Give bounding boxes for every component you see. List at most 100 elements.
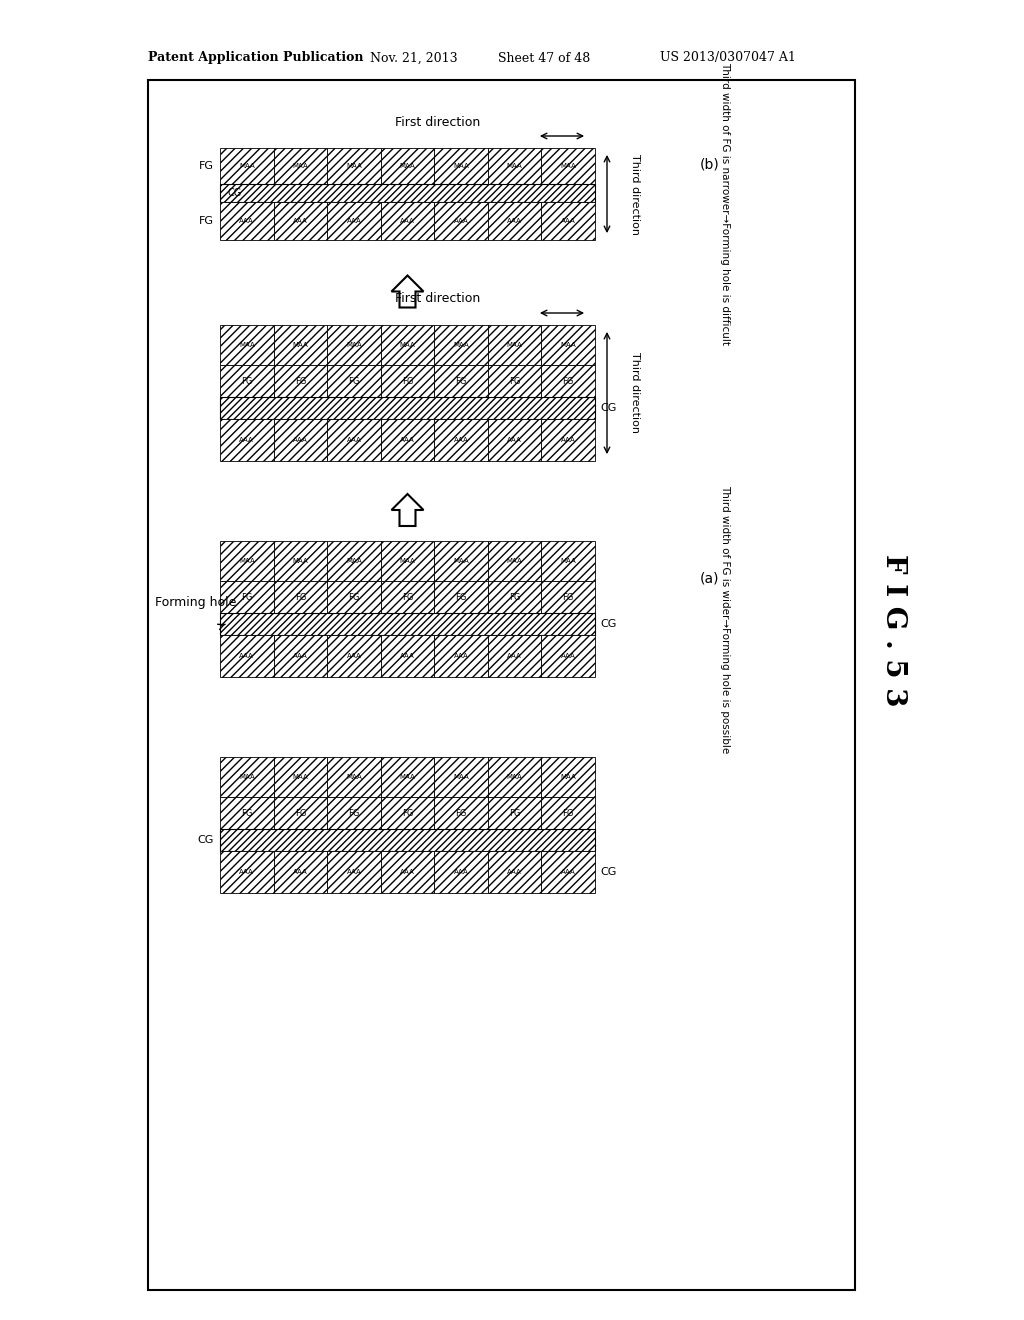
Text: Forming hole: Forming hole xyxy=(155,597,237,609)
Text: FG: FG xyxy=(456,593,467,602)
Text: F I G . 5 3: F I G . 5 3 xyxy=(880,554,907,706)
Text: FG: FG xyxy=(562,808,573,817)
Text: CG: CG xyxy=(600,403,616,413)
Bar xyxy=(327,581,381,612)
Bar xyxy=(327,148,381,183)
Text: Third width of FG is narrower→Forming hole is difficult: Third width of FG is narrower→Forming ho… xyxy=(720,62,730,346)
Text: First direction: First direction xyxy=(395,116,480,128)
Bar xyxy=(434,851,487,894)
Text: MAA: MAA xyxy=(560,774,577,780)
Bar xyxy=(220,366,273,397)
Text: FG: FG xyxy=(509,808,520,817)
Bar xyxy=(327,851,381,894)
Bar xyxy=(487,325,542,366)
Bar xyxy=(381,148,434,183)
Bar xyxy=(381,635,434,677)
Text: MAA: MAA xyxy=(454,774,469,780)
Text: AAA: AAA xyxy=(293,653,308,659)
Bar xyxy=(220,756,273,797)
Text: AAA: AAA xyxy=(346,653,361,659)
Bar xyxy=(487,202,542,240)
Bar xyxy=(487,635,542,677)
Bar xyxy=(273,541,327,581)
Bar xyxy=(220,325,273,366)
Bar xyxy=(273,202,327,240)
Text: MAA: MAA xyxy=(239,774,255,780)
Text: AAA: AAA xyxy=(400,218,415,224)
Bar xyxy=(220,183,595,202)
Text: FG: FG xyxy=(456,376,467,385)
Text: MAA: MAA xyxy=(346,774,361,780)
Text: Patent Application Publication: Patent Application Publication xyxy=(148,51,364,65)
Bar xyxy=(434,418,487,461)
Bar xyxy=(273,325,327,366)
Text: FG: FG xyxy=(295,593,306,602)
Text: FG: FG xyxy=(401,593,414,602)
Text: MAA: MAA xyxy=(560,558,577,564)
Text: AAA: AAA xyxy=(346,869,361,875)
Bar xyxy=(148,81,855,1290)
Text: MAA: MAA xyxy=(293,342,308,348)
Bar xyxy=(434,148,487,183)
Bar xyxy=(434,366,487,397)
Text: (b): (b) xyxy=(700,157,720,172)
Bar xyxy=(381,797,434,829)
Text: FG: FG xyxy=(199,216,214,226)
Bar xyxy=(327,756,381,797)
Text: MAA: MAA xyxy=(239,162,255,169)
Bar xyxy=(542,325,595,366)
Text: AAA: AAA xyxy=(293,437,308,444)
Text: AAA: AAA xyxy=(507,653,522,659)
Text: MAA: MAA xyxy=(399,162,416,169)
Bar xyxy=(220,202,273,240)
Text: FG: FG xyxy=(241,376,253,385)
Bar xyxy=(381,541,434,581)
FancyArrow shape xyxy=(391,276,424,308)
Bar xyxy=(327,635,381,677)
Text: Third direction: Third direction xyxy=(630,352,640,433)
Text: AAA: AAA xyxy=(561,437,575,444)
Bar xyxy=(273,851,327,894)
Text: AAA: AAA xyxy=(400,869,415,875)
Bar xyxy=(542,756,595,797)
Bar xyxy=(327,325,381,366)
Text: CG: CG xyxy=(198,836,214,845)
Bar xyxy=(273,418,327,461)
Bar xyxy=(273,756,327,797)
Text: FG: FG xyxy=(509,593,520,602)
Bar xyxy=(327,366,381,397)
Bar xyxy=(327,797,381,829)
Text: First direction: First direction xyxy=(395,293,480,305)
Text: AAA: AAA xyxy=(561,653,575,659)
Bar xyxy=(542,418,595,461)
Text: AAA: AAA xyxy=(561,218,575,224)
Bar xyxy=(327,418,381,461)
Text: FG: FG xyxy=(295,808,306,817)
Bar xyxy=(220,397,595,418)
Text: AAA: AAA xyxy=(454,437,468,444)
Text: MAA: MAA xyxy=(454,342,469,348)
Text: AAA: AAA xyxy=(454,653,468,659)
Text: AAA: AAA xyxy=(400,653,415,659)
Bar xyxy=(381,202,434,240)
Bar xyxy=(542,148,595,183)
Bar xyxy=(487,366,542,397)
Text: US 2013/0307047 A1: US 2013/0307047 A1 xyxy=(660,51,796,65)
Text: AAA: AAA xyxy=(240,869,254,875)
Text: CG: CG xyxy=(600,867,616,876)
Text: FG: FG xyxy=(241,808,253,817)
Bar xyxy=(220,851,273,894)
Text: MAA: MAA xyxy=(454,558,469,564)
Bar xyxy=(220,797,273,829)
Text: AAA: AAA xyxy=(454,218,468,224)
Bar xyxy=(381,756,434,797)
Text: FG: FG xyxy=(199,161,214,172)
Text: Third width of FG is wider→Forming hole is possible: Third width of FG is wider→Forming hole … xyxy=(720,484,730,754)
Bar xyxy=(220,829,595,851)
Bar xyxy=(273,148,327,183)
Bar xyxy=(542,635,595,677)
Text: AAA: AAA xyxy=(507,869,522,875)
Text: FG: FG xyxy=(348,593,359,602)
Bar xyxy=(542,541,595,581)
Bar xyxy=(434,797,487,829)
